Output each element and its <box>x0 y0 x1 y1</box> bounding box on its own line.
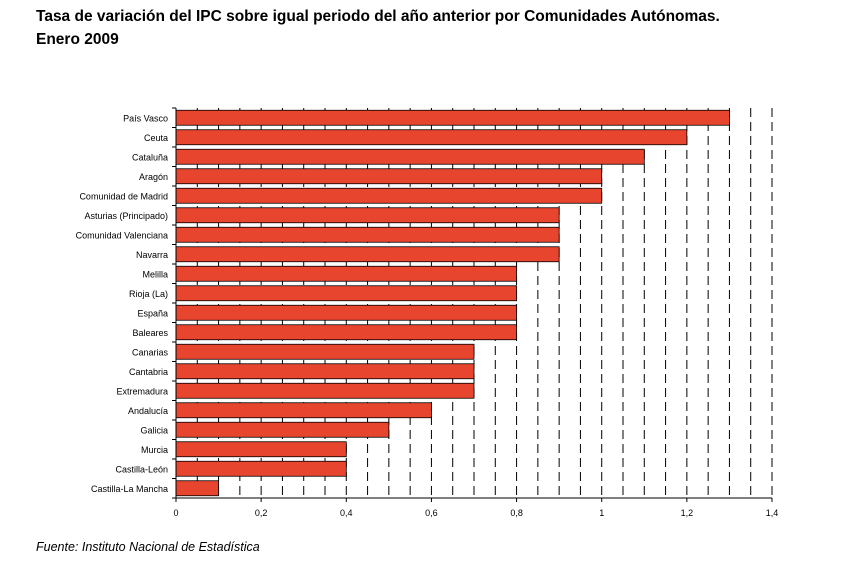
category-label: Baleares <box>132 328 168 338</box>
bar <box>175 168 603 185</box>
bar <box>175 129 688 146</box>
category-label: Rioja (La) <box>129 289 168 299</box>
bar <box>175 265 517 282</box>
bar <box>175 109 730 126</box>
category-label: Galicia <box>140 425 168 435</box>
bars <box>175 109 730 497</box>
chart-title-line-1: Tasa de variación del IPC sobre igual pe… <box>36 8 720 25</box>
category-label: Murcia <box>141 445 168 455</box>
category-label: Comunidad Valenciana <box>76 230 168 240</box>
x-tick-label: 0,6 <box>425 508 438 518</box>
grid-lines <box>196 108 773 498</box>
category-label: Castilla-La Mancha <box>91 484 168 494</box>
chart-title: Tasa de variación del IPC sobre igual pe… <box>36 5 826 51</box>
category-label: País Vasco <box>123 113 168 123</box>
bar <box>175 460 347 477</box>
x-tick-label: 0,8 <box>510 508 523 518</box>
category-label: Andalucía <box>128 406 168 416</box>
bar <box>175 480 219 497</box>
bar <box>175 304 517 321</box>
chart-title-line-2: Enero 2009 <box>36 31 119 48</box>
category-label: Extremadura <box>116 386 168 396</box>
x-tick-label: 0,4 <box>340 508 353 518</box>
axes <box>172 107 772 499</box>
x-tick-label: 0,2 <box>255 508 268 518</box>
bar <box>175 226 560 243</box>
bar <box>175 246 560 263</box>
x-tick-labels: 0 0,2 0,4 0,6 0,8 1 1,2 1,4 <box>173 498 778 518</box>
category-label: Comunidad de Madrid <box>79 191 168 201</box>
category-label: Canarias <box>132 347 169 357</box>
category-labels: País Vasco Ceuta Cataluña Aragón Comunidad d… <box>76 113 169 494</box>
x-tick-label: 1 <box>599 508 604 518</box>
bar <box>175 148 645 165</box>
category-label: Melilla <box>142 269 168 279</box>
x-tick-label: 1,4 <box>766 508 779 518</box>
category-label: Cantabria <box>129 367 168 377</box>
category-label: España <box>137 308 168 318</box>
category-label: Aragón <box>139 172 168 182</box>
bar <box>175 382 475 399</box>
category-label: Asturias (Principado) <box>84 211 168 221</box>
category-label: Castilla-León <box>115 464 168 474</box>
bar <box>175 402 432 419</box>
category-label: Navarra <box>136 250 168 260</box>
bar <box>175 343 475 360</box>
category-label: Cataluña <box>132 152 168 162</box>
source-note: Fuente: Instituto Nacional de Estadístic… <box>36 540 260 554</box>
x-tick-label: 0 <box>173 508 178 518</box>
category-label: Ceuta <box>144 133 168 143</box>
bar <box>175 363 475 380</box>
bar <box>175 187 603 204</box>
bar <box>175 207 560 224</box>
bar <box>175 324 517 341</box>
x-tick-label: 1,2 <box>681 508 694 518</box>
bar <box>175 441 347 458</box>
bar <box>175 421 390 438</box>
bar <box>175 285 517 302</box>
